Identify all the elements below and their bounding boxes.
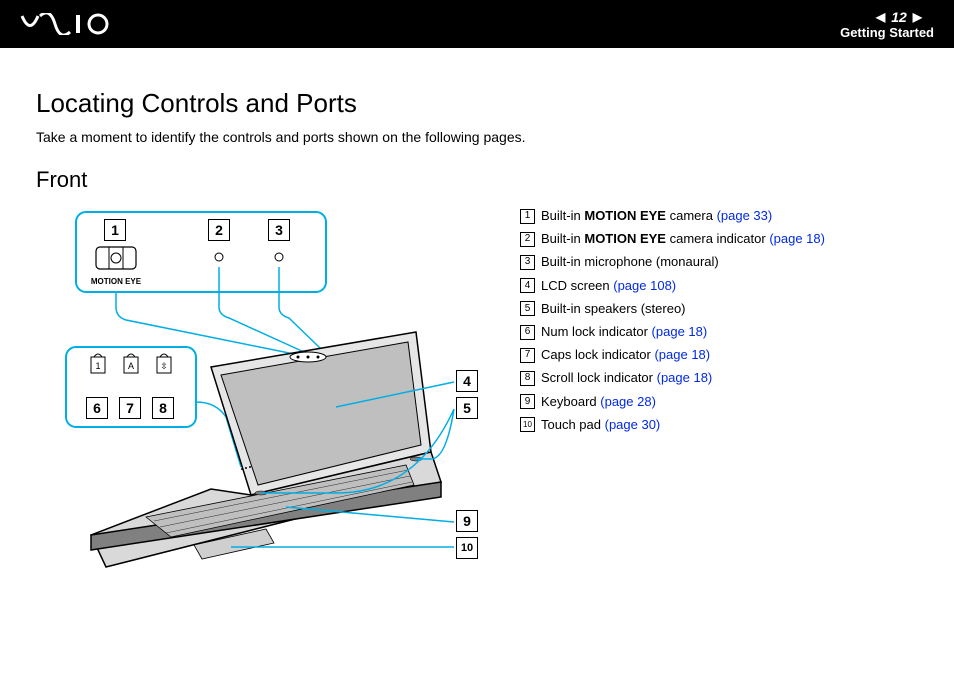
legend-text-5: Built-in speakers (stereo) xyxy=(541,300,686,318)
legend-link-8[interactable]: (page 18) xyxy=(657,370,713,385)
callout-9: 9 xyxy=(456,510,478,532)
legend-text-1: Built-in MOTION EYE camera (page 33) xyxy=(541,207,772,225)
svg-text:1: 1 xyxy=(95,361,100,371)
callout-8: 8 xyxy=(152,397,174,419)
header-bar: ◀ 12 ▶ Getting Started xyxy=(0,0,954,48)
legend-link-1[interactable]: (page 33) xyxy=(717,208,773,223)
section-name: Getting Started xyxy=(840,25,934,40)
callout-10: 10 xyxy=(456,537,478,559)
legend-text-3: Built-in microphone (monaural) xyxy=(541,253,719,271)
prev-arrow-icon[interactable]: ◀ xyxy=(876,10,885,24)
legend-num-5: 5 xyxy=(520,301,535,316)
legend-num-3: 3 xyxy=(520,255,535,270)
legend-row-8: 8 Scroll lock indicator (page 18) xyxy=(520,369,825,387)
legend-num-6: 6 xyxy=(520,325,535,340)
legend-link-9[interactable]: (page 28) xyxy=(600,394,656,409)
legend-num-2: 2 xyxy=(520,232,535,247)
legend-text-2: Built-in MOTION EYE camera indicator (pa… xyxy=(541,230,825,248)
legend-row-2: 2 Built-in MOTION EYE camera indicator (… xyxy=(520,230,825,248)
callout-5: 5 xyxy=(456,397,478,419)
legend-row-7: 7 Caps lock indicator (page 18) xyxy=(520,346,825,364)
legend-num-10: 10 xyxy=(520,417,535,432)
next-arrow-icon[interactable]: ▶ xyxy=(913,10,922,24)
callout-2: 2 xyxy=(208,219,230,241)
legend-text-9: Keyboard (page 28) xyxy=(541,393,656,411)
svg-text:A: A xyxy=(128,361,134,371)
legend-num-7: 7 xyxy=(520,348,535,363)
legend-link-10[interactable]: (page 30) xyxy=(605,417,661,432)
legend-text-4: LCD screen (page 108) xyxy=(541,277,676,295)
content-area: Locating Controls and Ports Take a momen… xyxy=(0,48,954,587)
legend-row-3: 3 Built-in microphone (monaural) xyxy=(520,253,825,271)
svg-text:⇳: ⇳ xyxy=(160,361,168,371)
legend-text-7: Caps lock indicator (page 18) xyxy=(541,346,710,364)
callout-1: 1 xyxy=(104,219,126,241)
legend-row-10: 10 Touch pad (page 30) xyxy=(520,416,825,434)
legend-text-8: Scroll lock indicator (page 18) xyxy=(541,369,712,387)
legend-link-7[interactable]: (page 18) xyxy=(654,347,710,362)
legend: 1 Built-in MOTION EYE camera (page 33) 2… xyxy=(520,207,825,439)
vaio-logo xyxy=(20,13,130,35)
page-nav: ◀ 12 ▶ xyxy=(840,9,934,25)
page-title: Locating Controls and Ports xyxy=(36,88,918,119)
legend-link-4[interactable]: (page 108) xyxy=(613,278,676,293)
page-number: 12 xyxy=(891,9,907,25)
header-right: ◀ 12 ▶ Getting Started xyxy=(840,9,934,40)
callout-4: 4 xyxy=(456,370,478,392)
legend-text-6: Num lock indicator (page 18) xyxy=(541,323,707,341)
subtitle: Front xyxy=(36,167,918,193)
motion-eye-label: MOTION EYE xyxy=(91,277,142,286)
callout-3: 3 xyxy=(268,219,290,241)
body-row: MOTION EYE 1 A ⇳ xyxy=(36,207,918,587)
legend-row-5: 5 Built-in speakers (stereo) xyxy=(520,300,825,318)
legend-num-9: 9 xyxy=(520,394,535,409)
intro-text: Take a moment to identify the controls a… xyxy=(36,129,918,145)
callout-6: 6 xyxy=(86,397,108,419)
legend-text-10: Touch pad (page 30) xyxy=(541,416,660,434)
legend-num-8: 8 xyxy=(520,371,535,386)
callout-7: 7 xyxy=(119,397,141,419)
legend-row-4: 4 LCD screen (page 108) xyxy=(520,277,825,295)
legend-num-1: 1 xyxy=(520,209,535,224)
legend-row-6: 6 Num lock indicator (page 18) xyxy=(520,323,825,341)
legend-link-2[interactable]: (page 18) xyxy=(769,231,825,246)
legend-row-9: 9 Keyboard (page 28) xyxy=(520,393,825,411)
legend-link-6[interactable]: (page 18) xyxy=(652,324,708,339)
legend-row-1: 1 Built-in MOTION EYE camera (page 33) xyxy=(520,207,825,225)
diagram: MOTION EYE 1 A ⇳ xyxy=(36,207,496,587)
legend-num-4: 4 xyxy=(520,278,535,293)
